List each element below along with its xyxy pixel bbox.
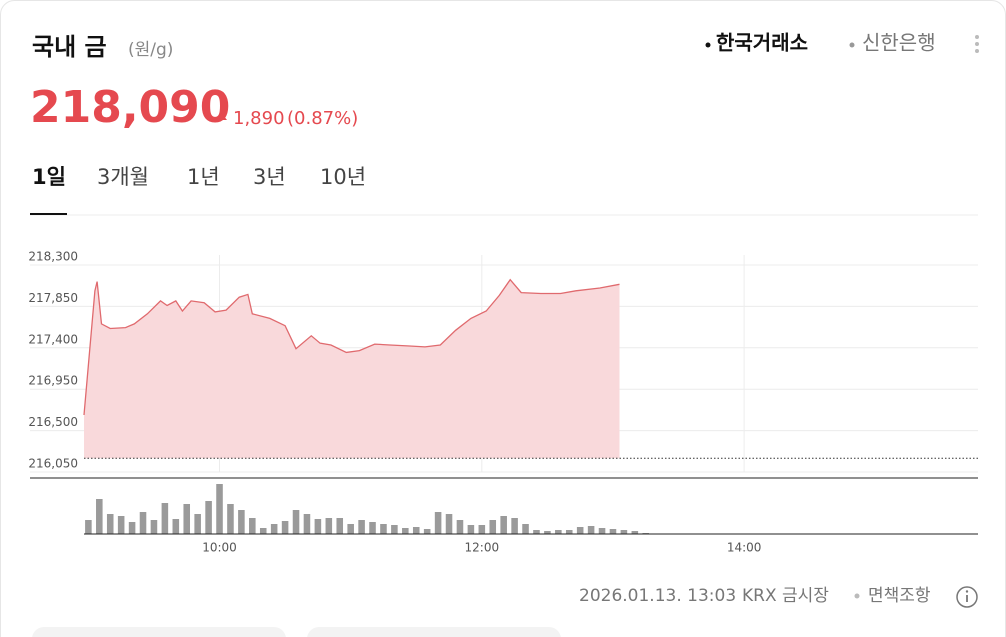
y-tick-label: 217,400 (28, 332, 78, 346)
y-tick-label: 218,300 (28, 250, 78, 264)
volume-bar (314, 519, 322, 534)
active-tab-underline (30, 213, 67, 215)
x-tick-label: 10:00 (202, 541, 237, 555)
y-tick-label: 216,050 (28, 457, 78, 471)
volume-bar (336, 518, 344, 534)
volume-bar (631, 531, 639, 534)
volume-bar (292, 510, 300, 534)
volume-bar (478, 525, 486, 534)
volume-bar (620, 530, 628, 534)
volume-bar (238, 510, 245, 534)
volume-bar (281, 521, 289, 534)
volume-bar (369, 522, 376, 534)
bullet (705, 42, 711, 48)
volume-bar (565, 530, 573, 534)
volume-bar (380, 524, 387, 534)
source-tab[interactable]: 한국거래소 (716, 31, 808, 55)
volume-bar (85, 520, 92, 534)
volume-bar (139, 512, 147, 534)
unit: (원/g) (128, 40, 173, 60)
title: 국내 금 (32, 33, 107, 61)
info-icon[interactable] (956, 586, 978, 608)
volume-bar (533, 530, 540, 534)
period-tab[interactable]: 1년 (187, 165, 220, 189)
volume-bar (489, 520, 497, 534)
y-tick-label: 217,850 (28, 291, 78, 305)
volume-bar (117, 516, 125, 534)
y-tick-label: 216,950 (28, 374, 78, 388)
footer-bullet (854, 593, 860, 599)
area-fill (84, 279, 620, 459)
footer-market: KRX 금시장 (742, 586, 829, 606)
period-tab[interactable]: 3년 (253, 165, 286, 189)
volume-bar (259, 528, 267, 534)
volume-bar (587, 526, 595, 534)
volume-bar (609, 529, 617, 534)
volume-bar (205, 501, 212, 534)
volume-bar (96, 499, 103, 534)
volume-bar (511, 518, 518, 534)
volume-bar (347, 524, 354, 534)
period-tab[interactable]: 3개월 (97, 165, 149, 189)
volume-bar (106, 514, 114, 534)
up-arrow (216, 113, 227, 120)
volume-bar (522, 524, 529, 534)
volume-bar (161, 503, 169, 534)
change-pct: (0.87%) (287, 108, 358, 129)
volume-bar (249, 518, 256, 534)
volume-bar (150, 520, 158, 534)
volume-bar (434, 512, 442, 534)
volume-bar (598, 528, 606, 534)
card-pill[interactable] (32, 627, 286, 637)
volume-bar (544, 531, 551, 534)
volume-bar (423, 529, 431, 534)
footer-date: 2026.01.13. 13:03 (579, 586, 736, 606)
source-tab[interactable]: 신한은행 (862, 31, 936, 55)
volume-bar (402, 528, 409, 534)
volume-bar (456, 520, 464, 534)
chart: 216,050 216,500 216,950 217,400 217,850 218,3… (28, 250, 978, 555)
volume-bar (358, 520, 365, 534)
volume-bar (270, 524, 278, 534)
volume-bar (172, 519, 180, 534)
volume-bar (303, 514, 311, 534)
volume-bar (194, 514, 201, 534)
volume-bar (325, 518, 333, 534)
card-pill[interactable] (307, 627, 561, 637)
volume-bar (227, 504, 234, 534)
volume-bar (412, 527, 420, 534)
volume-bar (183, 504, 191, 534)
disclaimer[interactable]: 면책조항 (868, 586, 931, 606)
x-tick-label: 14:00 (727, 541, 762, 555)
bullet (849, 42, 855, 48)
volume-bar (500, 516, 507, 534)
volume-bar (445, 514, 453, 534)
change: 1,890 (233, 108, 285, 129)
x-tick-label: 12:00 (465, 541, 500, 555)
y-tick-label: 216,500 (28, 415, 78, 429)
volume-bar (128, 522, 136, 534)
period-tab[interactable]: 10년 (320, 165, 366, 189)
period-tab[interactable]: 1일 (32, 165, 66, 189)
more-menu[interactable] (975, 35, 979, 53)
price-line (83, 278, 620, 416)
price: 218,090 (30, 82, 230, 133)
volume-bar (216, 484, 223, 534)
volume-bar (467, 525, 475, 534)
volume-bar (555, 530, 562, 534)
volume-bar (576, 527, 584, 534)
period-tabs: 1일 3개월 1년 3년 10년 (32, 165, 366, 189)
volume-bar (391, 525, 398, 534)
